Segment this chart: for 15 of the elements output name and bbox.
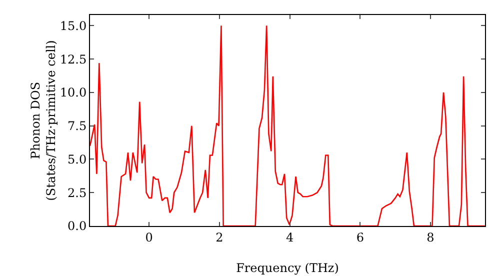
y-tick-label: 15.0 [60,18,87,33]
y-tick-label: 5.0 [68,152,87,166]
y-tick-label: 12.5 [60,52,87,66]
x-tick-label: 4 [286,230,294,244]
line-series [90,25,485,226]
x-axis-title: Frequency (THz) [236,261,339,275]
x-tick-label: 6 [356,230,364,244]
x-tick-label: 8 [426,230,434,244]
y-tick-label: 7.5 [68,119,87,134]
y-tick-label: 0.0 [68,219,87,234]
y-axis-title: Phonon DOS (States/THz·primitive cell) [28,40,58,201]
y-tick-label: 10.0 [60,86,87,100]
x-tick-label: 0 [145,230,153,244]
x-tick-label: 2 [216,230,224,244]
y-tick-label: 2.5 [68,186,87,200]
